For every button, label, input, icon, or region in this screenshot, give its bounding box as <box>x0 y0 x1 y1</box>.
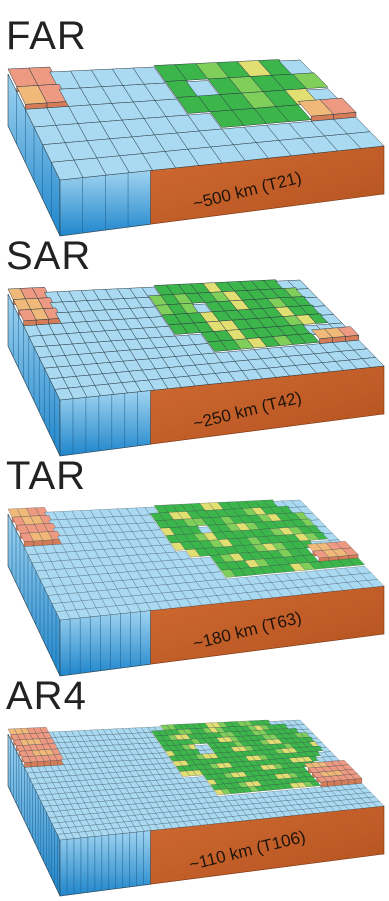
panel-title-tar: TAR <box>6 454 87 498</box>
panel-title-far: FAR <box>6 14 87 58</box>
ocean-front-wall <box>59 390 151 457</box>
model-grid-panel-ar4: ~110 km (T106) <box>7 719 385 897</box>
model-grid-panel-tar: ~180 km (T63) <box>7 499 385 677</box>
model-grid-panel-sar: ~250 km (T42) <box>7 279 385 457</box>
panel-title-ar4: AR4 <box>6 674 87 718</box>
ocean-front-wall <box>59 830 151 897</box>
ocean-front-wall <box>59 610 151 677</box>
panel-title-sar: SAR <box>6 234 92 278</box>
model-grid-panel-far: ~500 km (T21) <box>7 59 385 237</box>
